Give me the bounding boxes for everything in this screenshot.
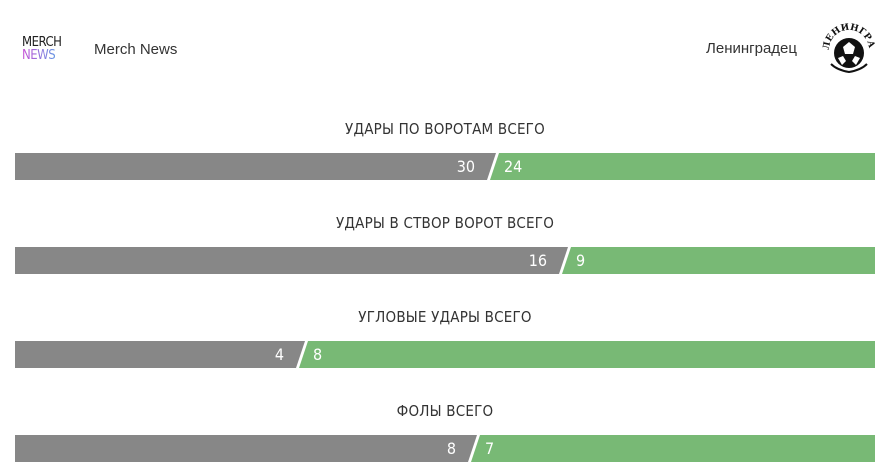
stat-title: УДАРЫ В СТВОР ВОРОТ ВСЕГО	[335, 214, 555, 232]
home-bar-segment	[15, 153, 496, 180]
home-bar-segment	[15, 247, 568, 274]
home-team: MERCH NEWS Merch News	[22, 30, 177, 68]
stat-title: УДАРЫ ПО ВОРОТАМ ВСЕГО	[345, 120, 545, 138]
home-bar-segment	[15, 341, 305, 368]
away-bar-segment	[299, 341, 875, 368]
home-value: 8	[446, 439, 456, 458]
away-team: Ленинградец ЛЕНИНГРАДЕЦ	[706, 20, 877, 76]
stat-row: УДАРЫ В СТВОР ВОРОТ ВСЕГО 16 9	[15, 214, 875, 274]
match-header: MERCH NEWS Merch News Ленинградец ЛЕНИНГ…	[0, 0, 895, 100]
merch-news-logo: MERCH NEWS	[22, 30, 68, 68]
home-team-name: Merch News	[94, 40, 178, 58]
away-bar-segment	[471, 435, 875, 462]
stat-bar: 4 8	[15, 341, 875, 368]
stat-title: ФОЛЫ ВСЕГО	[396, 402, 494, 420]
away-bar-segment	[562, 247, 875, 274]
home-bar-segment	[15, 435, 477, 462]
stat-bar: 30 24	[15, 153, 875, 180]
away-team-name: Ленинградец	[706, 39, 797, 57]
stat-row: УДАРЫ ПО ВОРОТАМ ВСЕГО 30 24	[15, 120, 875, 180]
away-bar-segment	[490, 153, 875, 180]
home-value: 4	[274, 345, 284, 364]
stat-bar: 16 9	[15, 247, 875, 274]
stat-row: УГЛОВЫЕ УДАРЫ ВСЕГО 4 8	[15, 308, 875, 368]
leningradets-logo: ЛЕНИНГРАДЕЦ	[821, 20, 876, 74]
away-value: 24	[504, 157, 523, 176]
stat-row: ФОЛЫ ВСЕГО 8 7	[15, 402, 875, 462]
away-value: 7	[485, 439, 495, 458]
away-value: 8	[313, 345, 323, 364]
stat-bar: 8 7	[15, 435, 875, 462]
away-value: 9	[576, 251, 586, 270]
home-value: 30	[456, 157, 475, 176]
stat-title: УГЛОВЫЕ УДАРЫ ВСЕГО	[358, 308, 532, 326]
home-value: 16	[528, 251, 547, 270]
